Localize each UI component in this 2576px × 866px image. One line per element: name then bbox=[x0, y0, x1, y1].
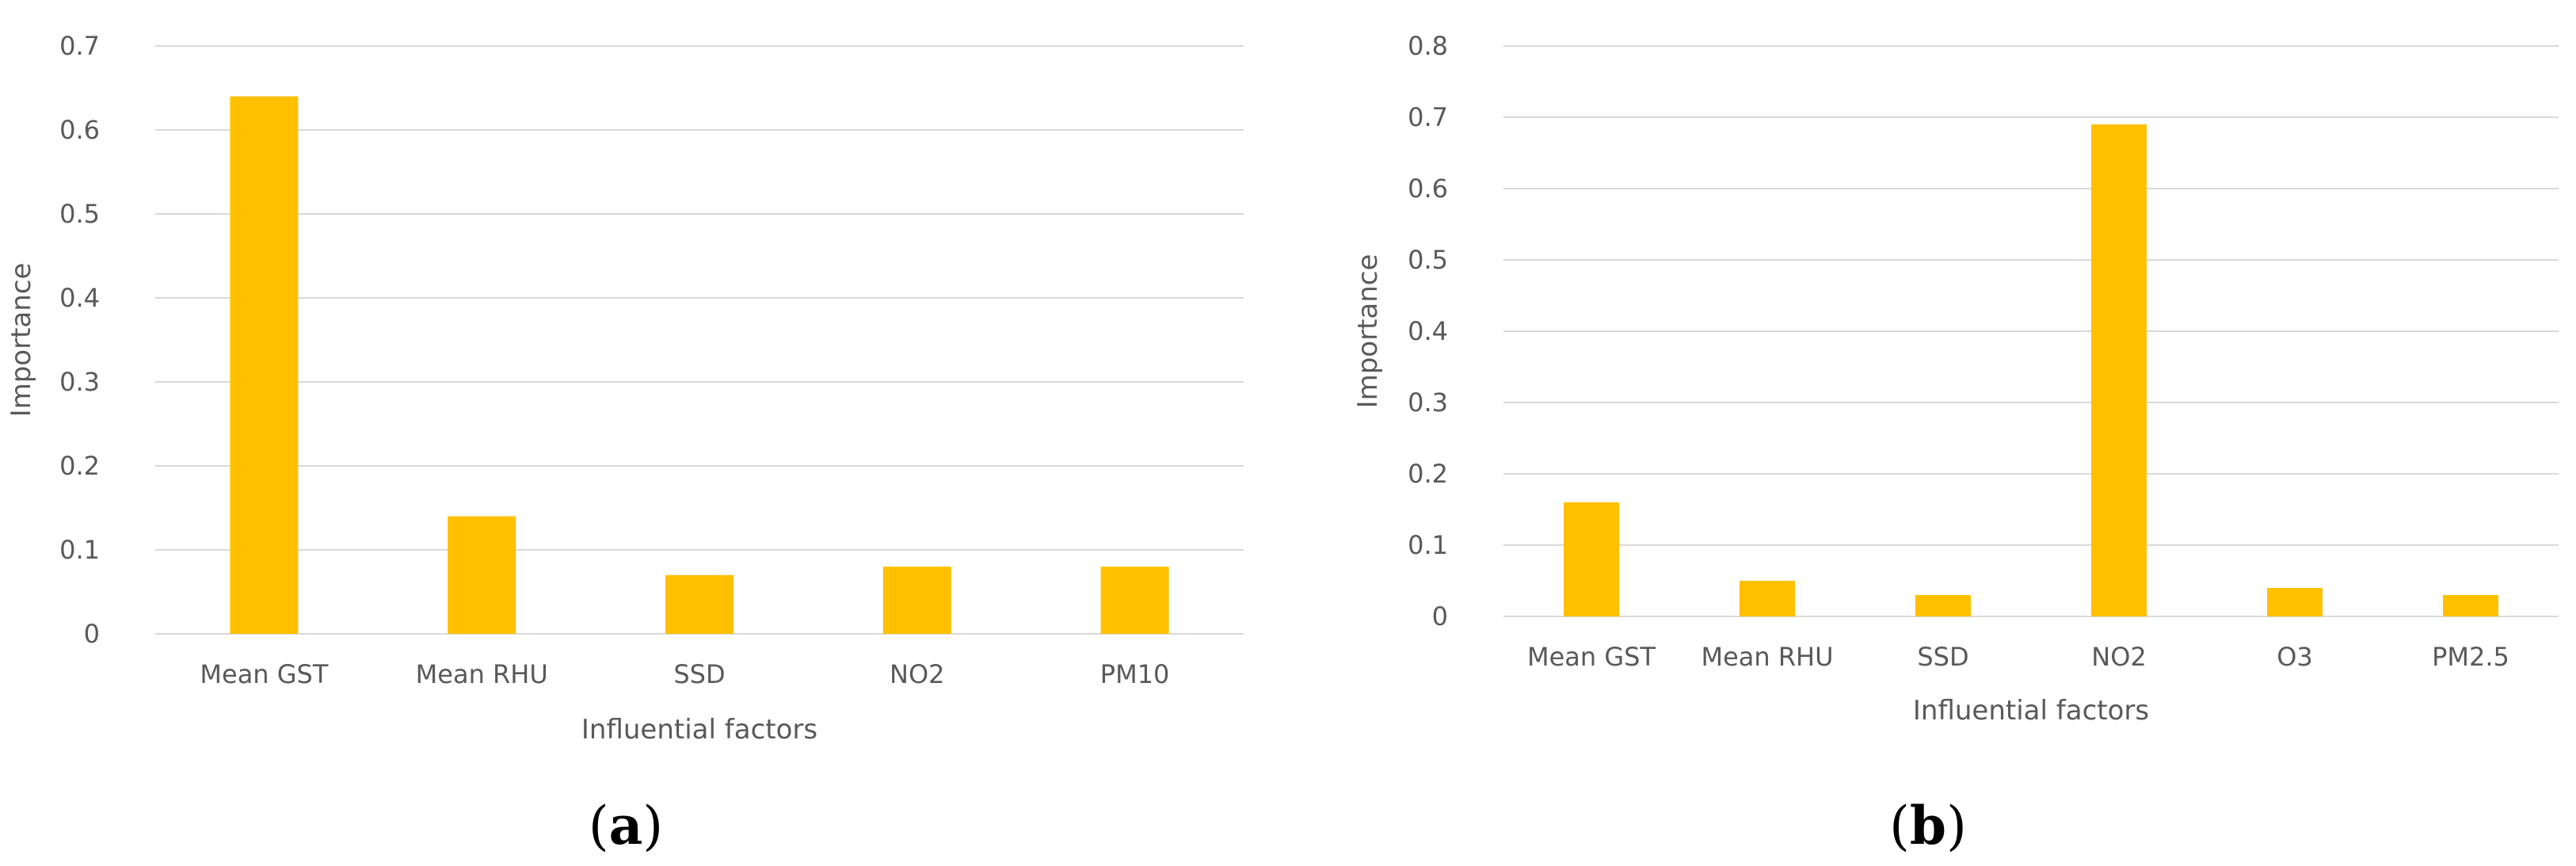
chart1-ytick-label: 0.7 bbox=[1408, 102, 1448, 132]
chart0-ytick-label: 0 bbox=[84, 619, 100, 649]
chart0-xtick-label: NO2 bbox=[890, 659, 944, 689]
chart0-xtick-label: Mean RHU bbox=[416, 659, 548, 689]
chart1-ytick-label: 0.3 bbox=[1408, 387, 1448, 418]
chart1-xtick-label: NO2 bbox=[2091, 642, 2146, 672]
chart-a: 0 0.1 0.2 0.3 0.4 0.5 0.6 0.7 Mean GST Mean RHU SS… bbox=[6, 31, 1244, 856]
chart0-bar-0 bbox=[230, 96, 299, 635]
chart1-bar-0 bbox=[1564, 502, 1619, 616]
chart1-bar-3 bbox=[2091, 124, 2147, 616]
chart1-ytick-label: 0.2 bbox=[1408, 459, 1448, 489]
chart1-bar-2 bbox=[1915, 595, 1971, 616]
chart0-bar-2 bbox=[665, 574, 734, 634]
chart1-xlabel: Influential factors bbox=[1913, 695, 2149, 727]
chart0-ytick-label: 0.2 bbox=[59, 451, 100, 481]
chart0-ytick-label: 0.7 bbox=[59, 31, 100, 61]
chart1-xtick-label: Mean RHU bbox=[1701, 642, 1833, 672]
chart1-bar-4 bbox=[2267, 588, 2323, 616]
chart1-ytick-label: 0.4 bbox=[1408, 316, 1448, 346]
chart0-ytick-label: 0.1 bbox=[59, 535, 100, 565]
chart1-xtick-label: O3 bbox=[2277, 642, 2313, 672]
chart-b: 0 0.1 0.2 0.3 0.4 0.5 0.6 0.7 0.8 Mean GST Mean RH… bbox=[1352, 31, 2559, 856]
chart0-bar-1 bbox=[448, 516, 516, 634]
chart1-ytick-label: 0.8 bbox=[1408, 31, 1448, 61]
chart1-xtick-label: Mean GST bbox=[1527, 642, 1656, 672]
chart0-panel-label: (a) bbox=[589, 795, 663, 856]
chart0-xtick-label: PM10 bbox=[1100, 659, 1170, 689]
chart0-xtick-label: Mean GST bbox=[200, 659, 328, 689]
chart1-ytick-label: 0.6 bbox=[1408, 174, 1448, 204]
chart0-ylabel: Importance bbox=[6, 263, 37, 418]
chart0-bar-4 bbox=[1100, 567, 1169, 634]
chart1-xtick-label: PM2.5 bbox=[2432, 642, 2509, 672]
chart1-panel-label: (b) bbox=[1889, 795, 1967, 856]
chart1-xtick-label: SSD bbox=[1917, 642, 1968, 672]
chart0-bar-3 bbox=[882, 567, 951, 634]
chart0-ytick-label: 0.3 bbox=[59, 367, 100, 397]
chart0-ytick-label: 0.6 bbox=[59, 115, 100, 145]
chart0-ytick-label: 0.4 bbox=[59, 283, 100, 313]
chart0-xlabel: Influential factors bbox=[581, 714, 817, 746]
chart1-bar-5 bbox=[2443, 595, 2498, 616]
chart0-ytick-label: 0.5 bbox=[59, 199, 100, 229]
chart0-xtick-label: SSD bbox=[673, 659, 725, 689]
chart1-bar-1 bbox=[1740, 581, 1795, 616]
chart1-ytick-label: 0 bbox=[1432, 601, 1448, 631]
chart1-ytick-label: 0.1 bbox=[1408, 530, 1448, 560]
chart1-ytick-label: 0.5 bbox=[1408, 245, 1448, 275]
chart1-ylabel: Importance bbox=[1352, 254, 1384, 409]
